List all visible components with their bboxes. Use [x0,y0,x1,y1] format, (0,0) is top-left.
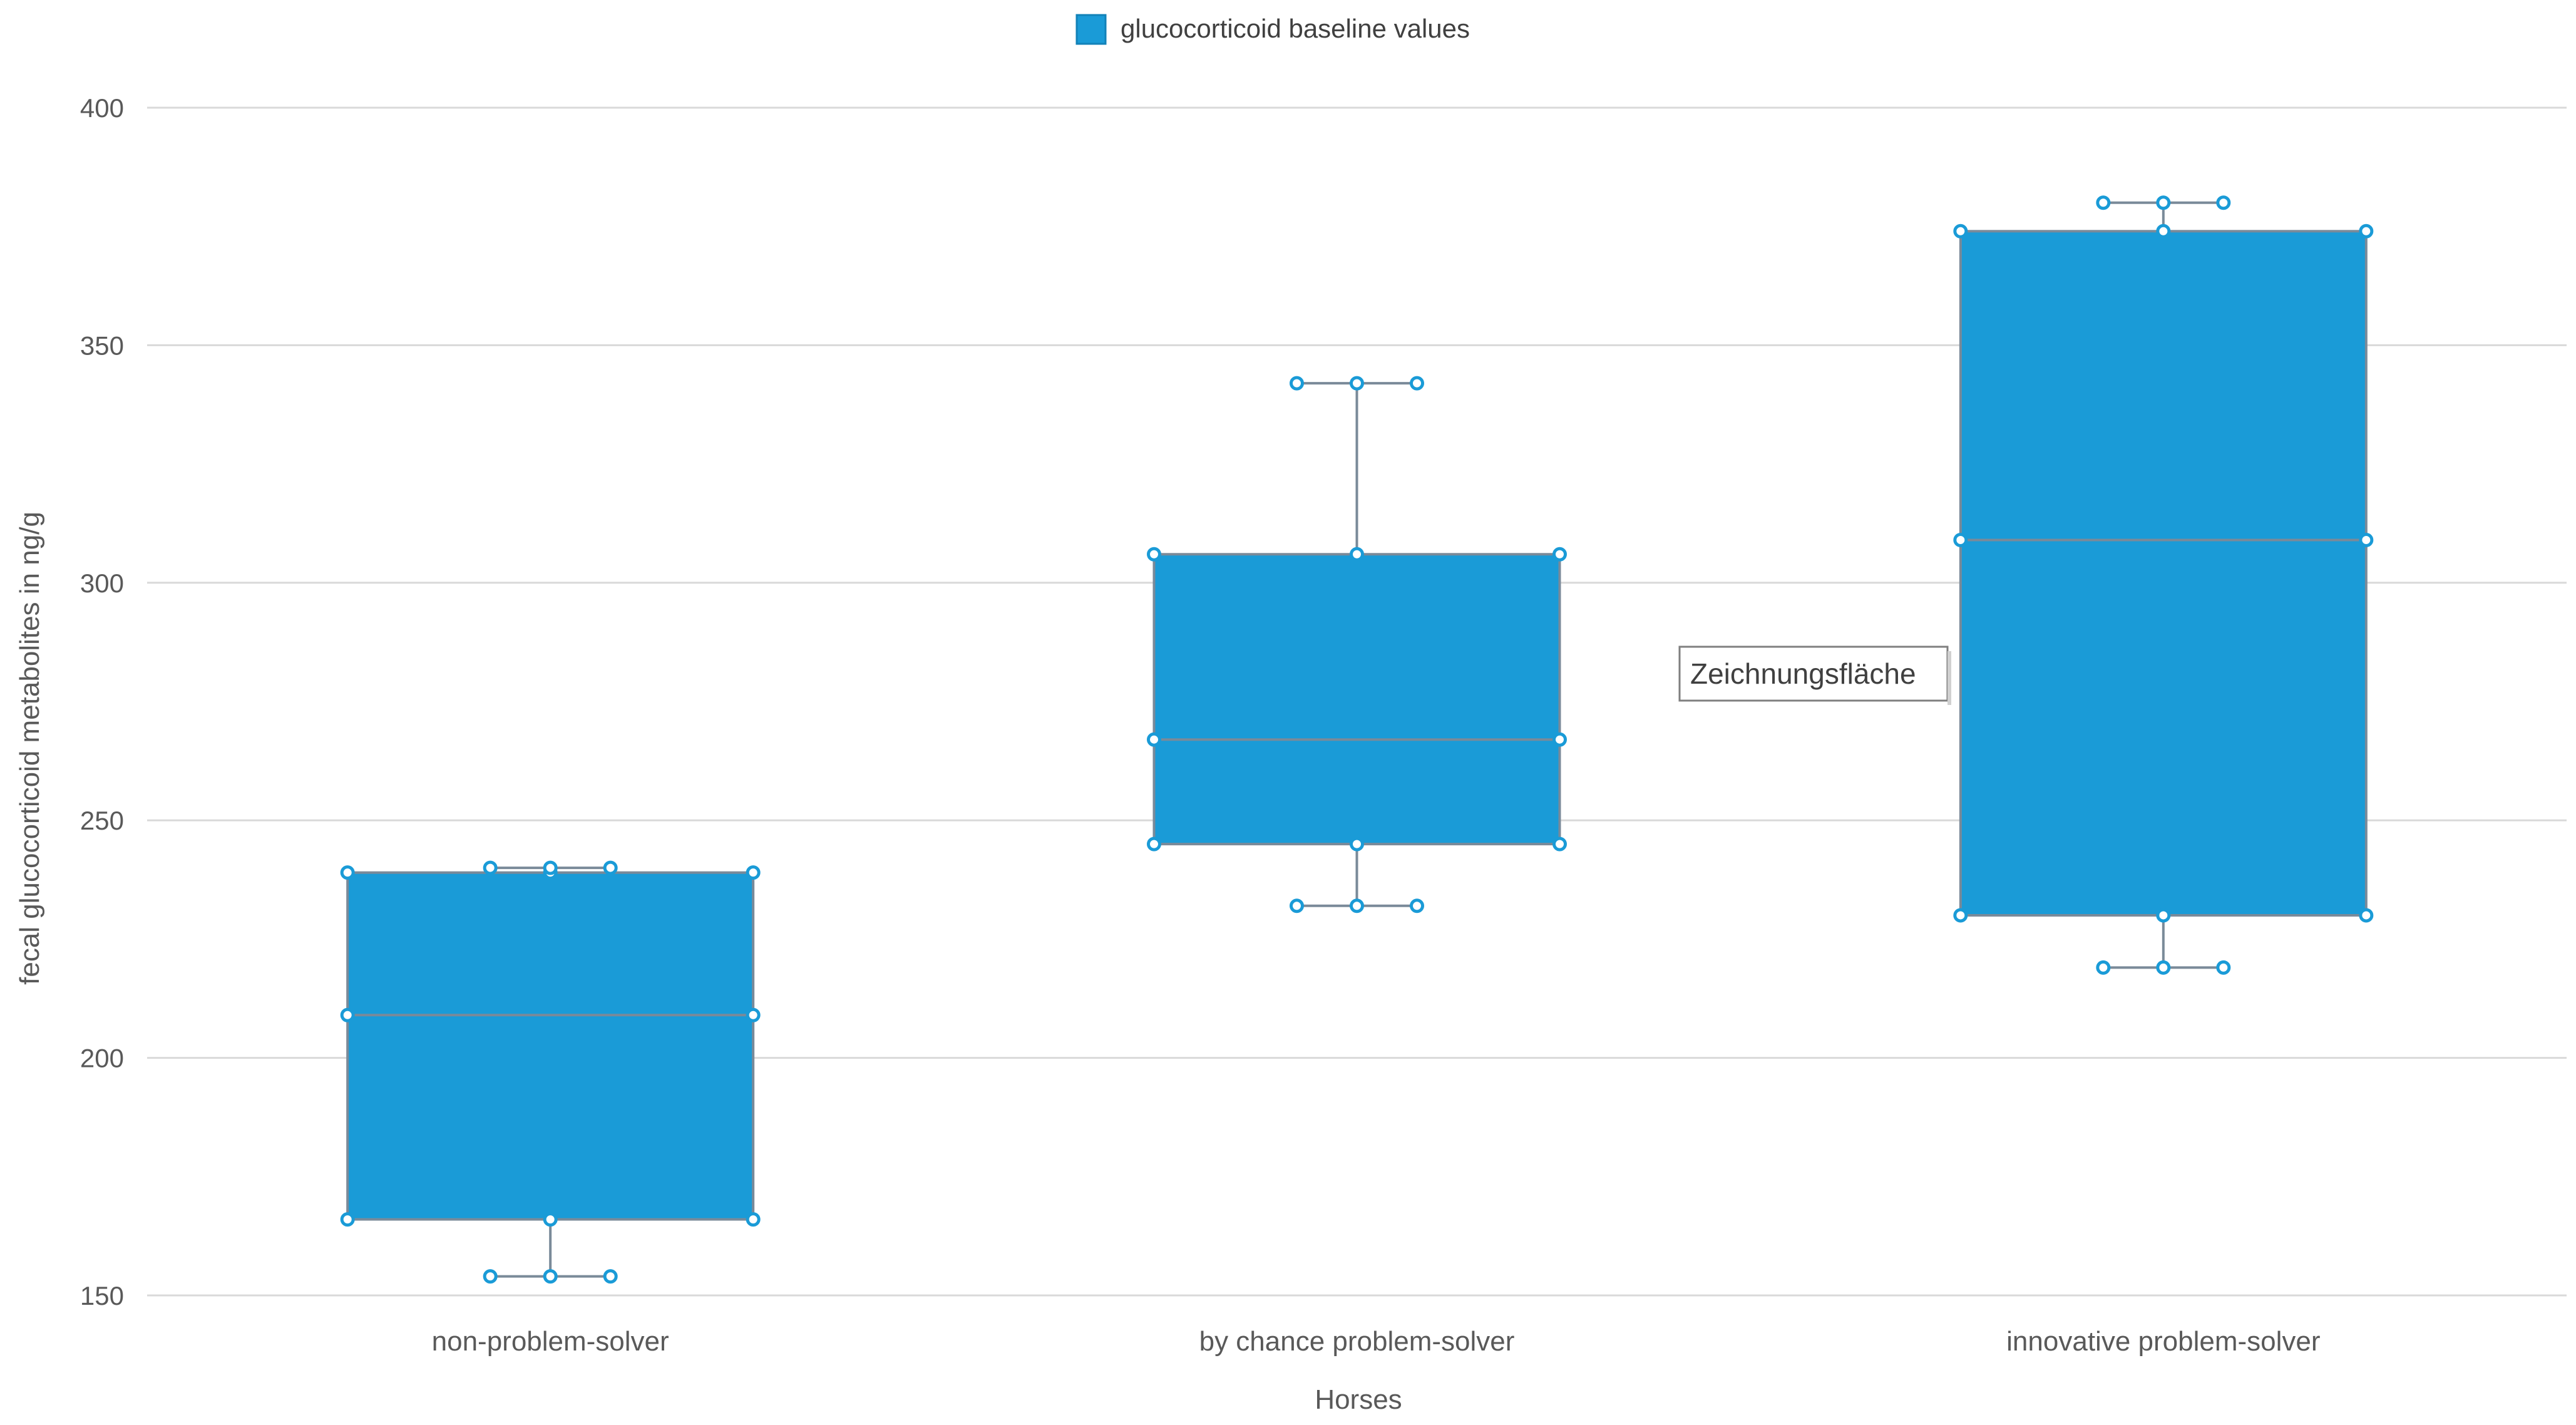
selection-handle[interactable] [2156,195,2171,210]
tooltip-box [1678,646,1949,702]
selection-handle[interactable] [543,1212,558,1227]
selection-handle[interactable] [2359,908,2374,923]
selection-handle[interactable] [1350,376,1364,391]
selection-handle[interactable] [603,1269,618,1284]
tooltip-shadow [1947,651,1951,705]
selection-handle[interactable] [1410,376,1424,391]
x-axis-ticks: non-problem-solver by chance problem-solv… [432,1326,2321,1357]
selection-handle[interactable] [1147,836,1161,851]
selection-handle[interactable] [2359,224,2374,239]
selection-handle[interactable] [1350,547,1364,562]
y-tick-label: 150 [80,1281,124,1310]
selection-handle[interactable] [1290,376,1304,391]
selection-handle[interactable] [2096,195,2111,210]
y-tick-label: 400 [80,93,124,123]
box-3[interactable] [1953,195,2374,975]
selection-handle[interactable] [1350,898,1364,913]
y-tick-label: 200 [80,1044,124,1073]
selection-handle[interactable] [2359,533,2374,548]
x-axis-title: Horses [1315,1384,1402,1415]
x-tick-label: innovative problem-solver [2006,1326,2320,1357]
selection-handle[interactable] [1147,547,1161,562]
iqr-box [1152,553,1561,846]
selection-handle[interactable] [340,1212,355,1227]
selection-handle[interactable] [340,1007,355,1022]
selection-handle[interactable] [603,860,618,875]
iqr-box [346,871,755,1221]
y-tick-label: 250 [80,806,124,835]
y-axis-title: fecal glucocorticoid metabolites in ng/g [14,512,45,985]
selection-handle[interactable] [1953,224,1968,239]
y-axis-ticks: 150 200 250 300 350 400 [80,93,124,1310]
y-tick-label: 350 [80,331,124,360]
x-tick-label: non-problem-solver [432,1326,669,1357]
legend-label: glucocorticoid baseline values [1121,14,1470,43]
iqr-box [1959,230,2368,917]
selection-handle[interactable] [2156,224,2171,239]
selection-handle[interactable] [2156,960,2171,975]
legend-swatch [1075,14,1107,45]
selection-handle[interactable] [1290,898,1304,913]
box-1[interactable] [340,860,761,1284]
selection-handle[interactable] [746,865,761,880]
selection-handle[interactable] [746,1007,761,1022]
selection-handle[interactable] [1350,836,1364,851]
selection-handle[interactable] [543,1269,558,1284]
y-tick-label: 300 [80,568,124,598]
plot-area-tooltip: Zeichnungsfläche [1678,646,1951,705]
legend[interactable]: glucocorticoid baseline values [1075,14,1470,45]
selection-handle[interactable] [1410,898,1424,913]
selection-handle[interactable] [340,865,355,880]
selection-handle[interactable] [2096,960,2111,975]
selection-handle[interactable] [1953,908,1968,923]
x-tick-label: by chance problem-solver [1199,1326,1515,1357]
selection-handle[interactable] [1953,533,1968,548]
selection-handle[interactable] [2156,908,2171,923]
selection-handle[interactable] [2216,960,2231,975]
selection-handle[interactable] [1552,547,1567,562]
selection-handle[interactable] [1552,732,1567,747]
selection-handle[interactable] [543,860,558,875]
selection-handle[interactable] [2216,195,2231,210]
selection-handle[interactable] [746,1212,761,1227]
box-2[interactable] [1147,376,1567,913]
selection-handle[interactable] [1147,732,1161,747]
box-series[interactable] [340,195,2374,1284]
selection-handle[interactable] [1552,836,1567,851]
selection-handle[interactable] [483,1269,498,1284]
tooltip-text: Zeichnungsfläche [1690,657,1916,690]
selection-handle[interactable] [483,860,498,875]
